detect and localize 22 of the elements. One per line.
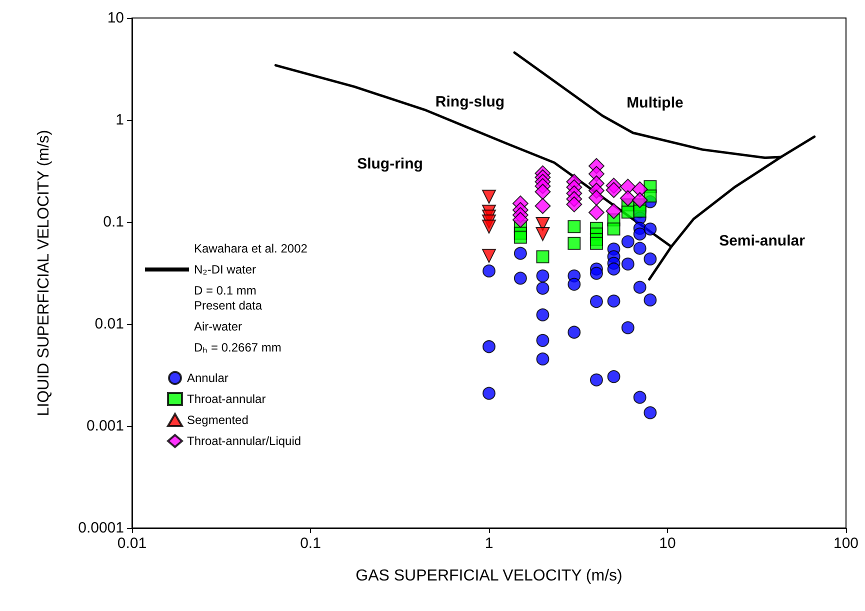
annotation: Slug-ring: [357, 156, 423, 172]
legend-label: Throat-annular: [187, 392, 266, 406]
y-tick-label: 0.01: [94, 316, 124, 332]
x-tick-label: 1: [484, 535, 494, 552]
legend-label: Throat-annular/Liquid: [187, 434, 302, 448]
y-tick-label: 0.1: [103, 214, 124, 230]
annotation: Ring-slug: [435, 94, 505, 110]
legend-title: Present data Air-water Dₕ = 0.2667 mm: [194, 298, 282, 354]
y-tick-label: 10: [107, 10, 124, 26]
x-axis-title: GAS SUPERFICIAL VELOCITY (m/s): [356, 568, 622, 584]
y-tick-label: 1: [116, 112, 124, 128]
x-tick-label: 0.1: [300, 535, 321, 552]
y-axis-title: LIQUID SUPERFICIAL VELOCITY (m/s): [36, 130, 52, 416]
y-tick-label: 0.0001: [78, 520, 124, 536]
legend-label: Segmented: [187, 413, 248, 427]
y-tick-label: 0.001: [86, 418, 124, 434]
x-tick-label: 10: [659, 535, 676, 552]
annotation: Semi-anular: [719, 232, 806, 250]
legend-label: Kawahara et al. 2002 N₂-DI water D = 0.1 mm: [194, 242, 308, 298]
annotation: Multiple: [626, 94, 684, 112]
x-tick-label: 100: [833, 535, 859, 552]
legend-label: Annular: [187, 371, 228, 385]
